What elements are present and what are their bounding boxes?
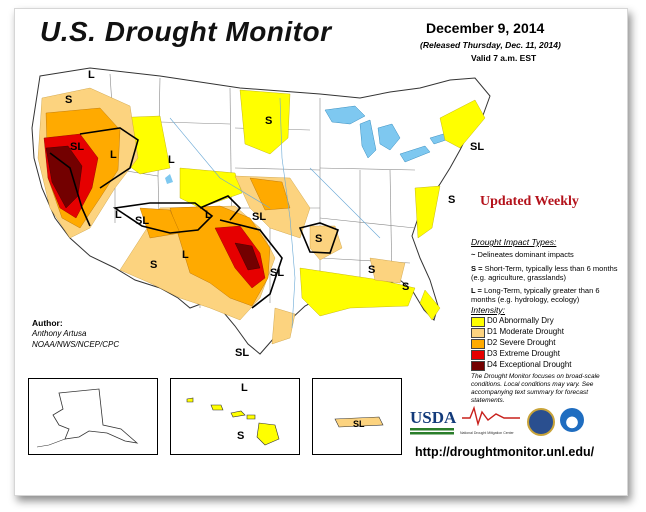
label-s: S <box>150 259 157 271</box>
ndmc-waveform-icon <box>462 405 520 427</box>
d1-label: D1 Moderate Drought <box>487 327 564 336</box>
label-l: L <box>241 382 248 394</box>
label-s: S <box>265 115 272 127</box>
impact-row-short-term: S = Short-Term, typically less than 6 mo… <box>471 264 618 282</box>
ndmc-logo: National Drought Mitigation Center <box>460 404 522 435</box>
label-l: L <box>168 154 175 166</box>
boundary-icon: ~ <box>471 250 476 259</box>
d2-swatch <box>471 339 485 349</box>
label-s: S <box>448 194 455 206</box>
d4-areas <box>45 145 261 271</box>
great-salt-lake <box>165 174 173 184</box>
intensity-title: Intensity: <box>471 305 506 315</box>
label-sl: SL <box>470 141 484 153</box>
impact-row-boundary: ~ Delineates dominant impacts <box>471 250 574 259</box>
doc-seal-icon <box>527 408 555 436</box>
label-l: L <box>88 69 95 81</box>
puerto-rico-inset: SL <box>312 378 402 455</box>
hawaii-map: L S <box>186 382 280 446</box>
label-sl: SL <box>235 347 249 359</box>
d4-label: D4 Exceptional Drought <box>487 360 572 369</box>
impact-types-title: Drought Impact Types: <box>471 237 557 247</box>
author-heading: Author: <box>32 318 63 328</box>
ndmc-name: National Drought Mitigation Center <box>460 431 514 435</box>
label-sl: SL <box>252 211 266 223</box>
impact-boundaries <box>49 127 340 309</box>
label-l: L <box>115 209 122 221</box>
label-l: L <box>182 249 189 261</box>
disclaimer-note: The Drought Monitor focuses on broad-sca… <box>471 373 600 404</box>
map-date: December 9, 2014 <box>426 20 545 36</box>
label-s: S <box>368 264 375 276</box>
label-sl: SL <box>270 267 284 279</box>
d1-swatch <box>471 328 485 338</box>
author-name: Anthony Artusa <box>32 329 87 338</box>
d0-swatch <box>471 317 485 327</box>
release-date: (Released Thursday, Dec. 11, 2014) <box>420 40 561 50</box>
valid-time: Valid 7 a.m. EST <box>471 53 537 63</box>
label-l: L <box>110 149 117 161</box>
noaa-logo-icon <box>560 408 584 432</box>
label-sl: SL <box>353 419 365 429</box>
drought-monitor-url[interactable]: http://droughtmonitor.unl.edu/ <box>415 445 595 459</box>
d0-label: D0 Abnormally Dry <box>487 316 554 325</box>
d3-swatch <box>471 350 485 360</box>
label-sl: SL <box>135 215 149 227</box>
label-sl: SL <box>70 141 84 153</box>
map-title: U.S. Drought Monitor <box>40 16 332 47</box>
usda-logo: USDA <box>410 408 457 427</box>
d0-areas <box>109 89 486 321</box>
label-s: S <box>65 94 72 106</box>
usda-stripes <box>410 428 454 436</box>
label-l: L <box>205 209 212 221</box>
alaska-map <box>36 388 139 448</box>
conus-map: L S SL L L L SL L SL L SL S S S S S SL S… <box>31 67 491 359</box>
label-s: S <box>402 281 409 293</box>
d2-label: D2 Severe Drought <box>487 338 556 347</box>
alaska-inset <box>28 378 158 455</box>
author-org: NOAA/NWS/NCEP/CPC <box>32 340 120 349</box>
label-s: S <box>315 233 322 245</box>
d3-label: D3 Extreme Drought <box>487 349 560 358</box>
puerto-rico-map: SL <box>334 416 384 429</box>
d4-swatch <box>471 361 485 371</box>
hawaii-inset: L S <box>170 378 300 455</box>
great-lakes <box>324 105 453 163</box>
updated-weekly-banner: Updated Weekly <box>480 194 579 209</box>
impact-row-long-term: L = Long-Term, typically greater than 6 … <box>471 286 600 304</box>
label-s: S <box>237 430 244 442</box>
